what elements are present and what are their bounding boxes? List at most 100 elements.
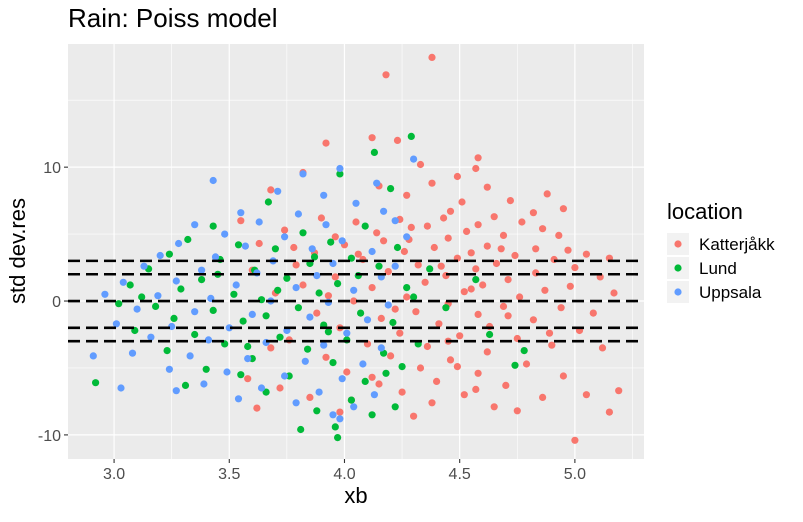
data-point	[361, 222, 369, 230]
data-point	[262, 312, 270, 320]
data-point	[442, 304, 450, 312]
data-point	[467, 285, 475, 293]
data-point	[338, 237, 346, 245]
data-point	[363, 316, 372, 324]
data-point	[421, 278, 429, 286]
data-point	[368, 411, 376, 419]
data-point	[479, 281, 487, 289]
legend-label: Lund	[699, 259, 737, 278]
data-point	[559, 205, 568, 213]
data-point	[559, 372, 568, 380]
x-tick-label: 4.5	[449, 466, 471, 483]
data-point	[343, 329, 351, 337]
legend-swatch	[674, 288, 682, 296]
data-point	[317, 214, 325, 222]
data-point	[474, 154, 482, 162]
data-point	[223, 368, 231, 376]
data-point	[407, 132, 415, 140]
data-point	[239, 317, 247, 325]
legend-title: location	[667, 199, 743, 224]
data-point	[460, 391, 468, 399]
data-point	[140, 262, 148, 270]
data-point	[403, 233, 411, 241]
data-point	[283, 274, 291, 282]
data-point	[375, 380, 383, 388]
data-point	[264, 198, 272, 206]
data-point	[221, 230, 229, 238]
data-point	[336, 164, 344, 173]
data-point	[387, 185, 395, 193]
data-point	[350, 403, 358, 411]
data-point	[472, 164, 480, 173]
legend-label: Uppsala	[699, 283, 762, 302]
data-point	[156, 251, 164, 260]
data-point	[492, 259, 501, 268]
data-point	[440, 214, 448, 222]
data-point	[198, 266, 206, 274]
data-point	[331, 423, 339, 431]
data-point	[313, 272, 321, 280]
data-point	[403, 191, 411, 199]
data-point	[225, 324, 233, 332]
data-point	[248, 310, 256, 318]
data-point	[414, 261, 422, 269]
data-point	[605, 408, 614, 416]
data-point	[393, 136, 402, 144]
data-point	[513, 407, 521, 415]
data-point	[467, 249, 475, 257]
data-point	[274, 187, 282, 195]
data-point	[403, 293, 411, 301]
data-point	[334, 434, 342, 442]
data-point	[315, 289, 323, 297]
data-point	[292, 261, 300, 269]
data-point	[257, 384, 266, 392]
data-point	[138, 293, 146, 301]
series-uppsala	[89, 155, 418, 423]
legend-item: Lund	[667, 257, 737, 279]
data-point	[338, 375, 346, 383]
data-point	[389, 318, 397, 327]
data-point	[460, 288, 468, 296]
data-point	[204, 336, 213, 344]
data-point	[274, 286, 282, 294]
data-point	[336, 415, 344, 423]
data-point	[377, 314, 385, 322]
data-point	[117, 384, 125, 392]
data-point	[539, 393, 547, 401]
data-point	[232, 281, 240, 289]
data-point	[255, 218, 263, 226]
data-point	[292, 284, 300, 292]
data-point	[453, 363, 461, 371]
data-point	[202, 365, 210, 373]
data-point	[610, 289, 618, 297]
legend: location Katterjåkk Lund Uppsala	[667, 199, 775, 303]
data-point	[368, 373, 376, 381]
data-point	[299, 281, 307, 289]
data-point	[237, 371, 245, 379]
data-point	[384, 268, 392, 276]
chart-title: Rain: Poiss model	[68, 3, 278, 33]
legend-swatch	[674, 240, 682, 248]
data-point	[352, 218, 360, 226]
data-point	[237, 217, 245, 225]
data-point	[170, 314, 178, 322]
data-point	[281, 372, 289, 380]
data-point	[520, 347, 528, 355]
data-point	[172, 277, 180, 285]
data-point	[497, 245, 505, 253]
data-point	[350, 297, 358, 305]
data-point	[299, 170, 307, 178]
data-point	[244, 342, 252, 351]
data-point	[200, 380, 208, 388]
data-point	[152, 302, 160, 310]
data-point	[446, 207, 455, 215]
data-point	[165, 365, 173, 373]
data-point	[186, 352, 194, 360]
data-point	[329, 411, 337, 419]
data-point	[456, 332, 464, 340]
data-point	[407, 223, 415, 231]
data-point	[391, 305, 399, 313]
data-point	[564, 246, 572, 254]
data-point	[209, 176, 217, 185]
